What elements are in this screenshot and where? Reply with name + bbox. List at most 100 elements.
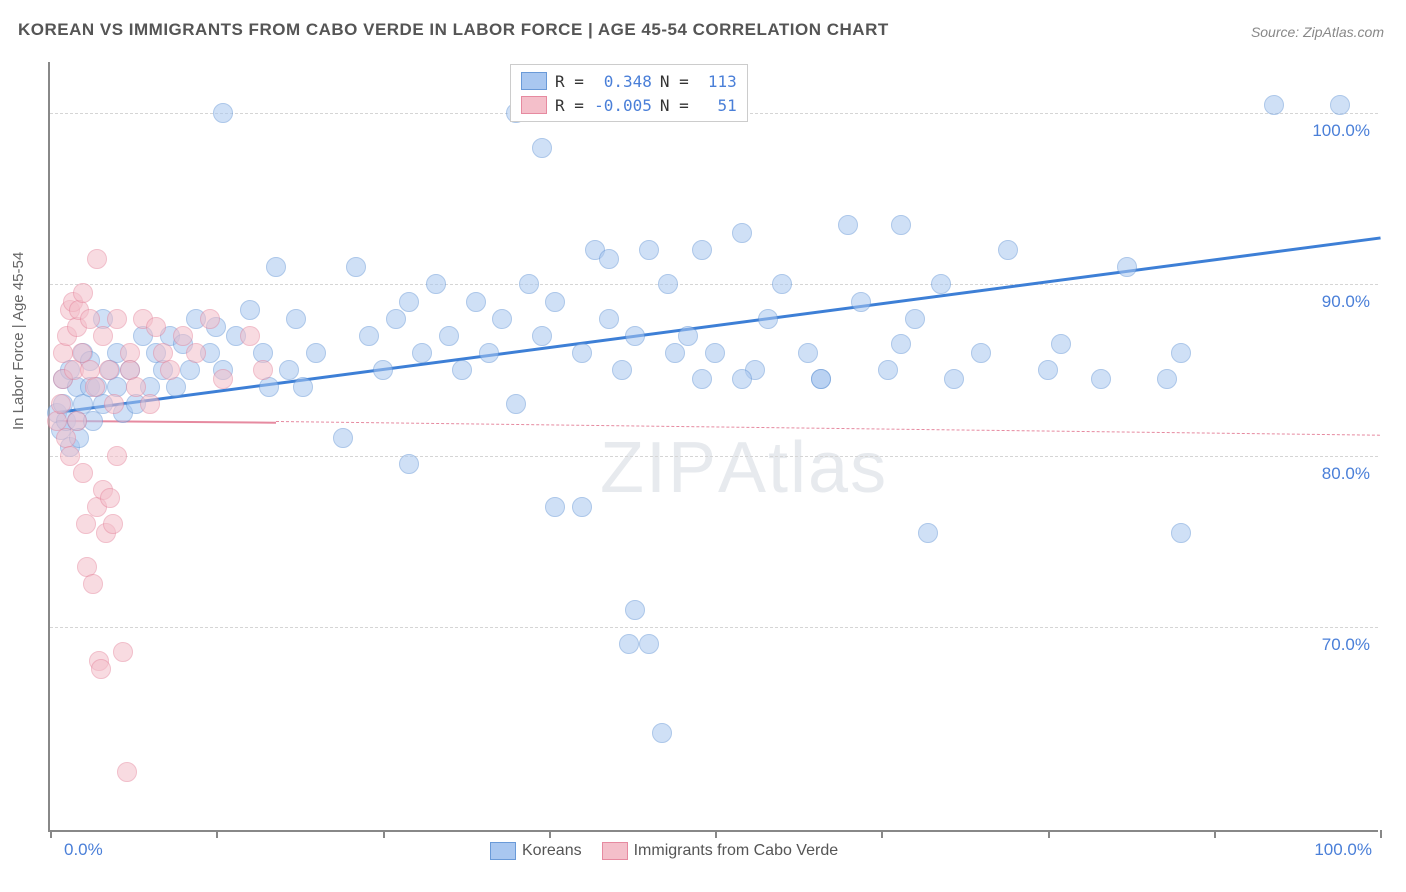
scatter-point-koreans (1091, 369, 1111, 389)
scatter-point-koreans (426, 274, 446, 294)
scatter-point-koreans (279, 360, 299, 380)
scatter-point-koreans (732, 369, 752, 389)
x-tick-mark (216, 830, 218, 838)
scatter-point-koreans (240, 300, 260, 320)
scatter-point-koreans (532, 326, 552, 346)
scatter-point-koreans (798, 343, 818, 363)
scatter-point-cabo_verde (117, 762, 137, 782)
scatter-point-cabo_verde (213, 369, 233, 389)
n-label-cabo: N = (660, 96, 689, 115)
scatter-point-koreans (599, 309, 619, 329)
y-tick-label: 70.0% (1322, 635, 1370, 655)
scatter-point-koreans (399, 292, 419, 312)
scatter-point-koreans (506, 394, 526, 414)
chart-title: KOREAN VS IMMIGRANTS FROM CABO VERDE IN … (18, 20, 889, 40)
scatter-point-koreans (665, 343, 685, 363)
scatter-point-koreans (851, 292, 871, 312)
scatter-point-cabo_verde (99, 360, 119, 380)
scatter-point-koreans (625, 326, 645, 346)
y-axis-label: In Labor Force | Age 45-54 (10, 252, 27, 430)
trend-line (276, 421, 1380, 436)
scatter-point-cabo_verde (140, 394, 160, 414)
scatter-point-koreans (386, 309, 406, 329)
scatter-point-koreans (572, 343, 592, 363)
scatter-point-koreans (1171, 523, 1191, 543)
scatter-point-koreans (878, 360, 898, 380)
legend-label-cabo: Immigrants from Cabo Verde (634, 842, 839, 860)
scatter-point-koreans (519, 274, 539, 294)
scatter-point-koreans (1038, 360, 1058, 380)
legend-item-koreans: Koreans (490, 842, 582, 860)
y-tick-label: 80.0% (1322, 464, 1370, 484)
scatter-point-koreans (639, 634, 659, 654)
scatter-point-cabo_verde (113, 642, 133, 662)
scatter-point-koreans (678, 326, 698, 346)
scatter-point-koreans (466, 292, 486, 312)
scatter-point-koreans (891, 215, 911, 235)
scatter-point-cabo_verde (87, 249, 107, 269)
scatter-point-koreans (612, 360, 632, 380)
x-tick-label: 0.0% (64, 840, 103, 860)
scatter-point-koreans (625, 600, 645, 620)
swatch-koreans (521, 72, 547, 90)
grid-line-h (50, 284, 1378, 285)
stats-legend-box: R = 0.348 N = 113 R = -0.005 N = 51 (510, 64, 748, 122)
scatter-point-koreans (619, 634, 639, 654)
scatter-point-koreans (838, 215, 858, 235)
watermark: ZIPAtlas (600, 427, 888, 509)
legend-swatch-koreans (490, 842, 516, 860)
scatter-point-cabo_verde (93, 326, 113, 346)
scatter-point-cabo_verde (73, 463, 93, 483)
scatter-point-koreans (399, 454, 419, 474)
scatter-point-koreans (333, 428, 353, 448)
scatter-point-cabo_verde (200, 309, 220, 329)
scatter-point-koreans (811, 369, 831, 389)
scatter-point-koreans (732, 223, 752, 243)
scatter-point-cabo_verde (240, 326, 260, 346)
x-tick-mark (50, 830, 52, 838)
scatter-point-koreans (658, 274, 678, 294)
scatter-point-koreans (545, 497, 565, 517)
scatter-point-koreans (346, 257, 366, 277)
scatter-point-koreans (944, 369, 964, 389)
n-value-koreans: 113 (697, 72, 737, 91)
scatter-point-cabo_verde (67, 411, 87, 431)
grid-line-h (50, 456, 1378, 457)
scatter-point-koreans (213, 103, 233, 123)
scatter-point-cabo_verde (60, 446, 80, 466)
scatter-point-cabo_verde (51, 394, 71, 414)
scatter-point-koreans (259, 377, 279, 397)
scatter-point-koreans (293, 377, 313, 397)
scatter-point-cabo_verde (91, 659, 111, 679)
y-tick-label: 100.0% (1312, 121, 1370, 141)
scatter-point-koreans (705, 343, 725, 363)
scatter-point-koreans (692, 369, 712, 389)
r-label-cabo: R = (555, 96, 584, 115)
scatter-point-koreans (545, 292, 565, 312)
x-tick-mark (383, 830, 385, 838)
scatter-point-koreans (652, 723, 672, 743)
swatch-cabo (521, 96, 547, 114)
x-tick-mark (1214, 830, 1216, 838)
n-label-koreans: N = (660, 72, 689, 91)
watermark-atlas: Atlas (718, 428, 888, 508)
x-tick-label: 100.0% (1314, 840, 1372, 860)
scatter-point-koreans (266, 257, 286, 277)
x-tick-mark (549, 830, 551, 838)
r-label-koreans: R = (555, 72, 584, 91)
scatter-point-koreans (1264, 95, 1284, 115)
scatter-point-cabo_verde (173, 326, 193, 346)
scatter-point-cabo_verde (83, 574, 103, 594)
legend-label-koreans: Koreans (522, 842, 582, 860)
scatter-point-koreans (359, 326, 379, 346)
scatter-point-cabo_verde (73, 283, 93, 303)
scatter-point-koreans (905, 309, 925, 329)
scatter-point-koreans (891, 334, 911, 354)
scatter-point-koreans (1171, 343, 1191, 363)
r-value-cabo: -0.005 (592, 96, 652, 115)
scatter-point-koreans (1330, 95, 1350, 115)
chart-plot-area: ZIPAtlas 70.0%80.0%90.0%100.0%0.0%100.0%… (48, 62, 1378, 832)
scatter-point-cabo_verde (126, 377, 146, 397)
scatter-point-koreans (918, 523, 938, 543)
scatter-point-koreans (931, 274, 951, 294)
